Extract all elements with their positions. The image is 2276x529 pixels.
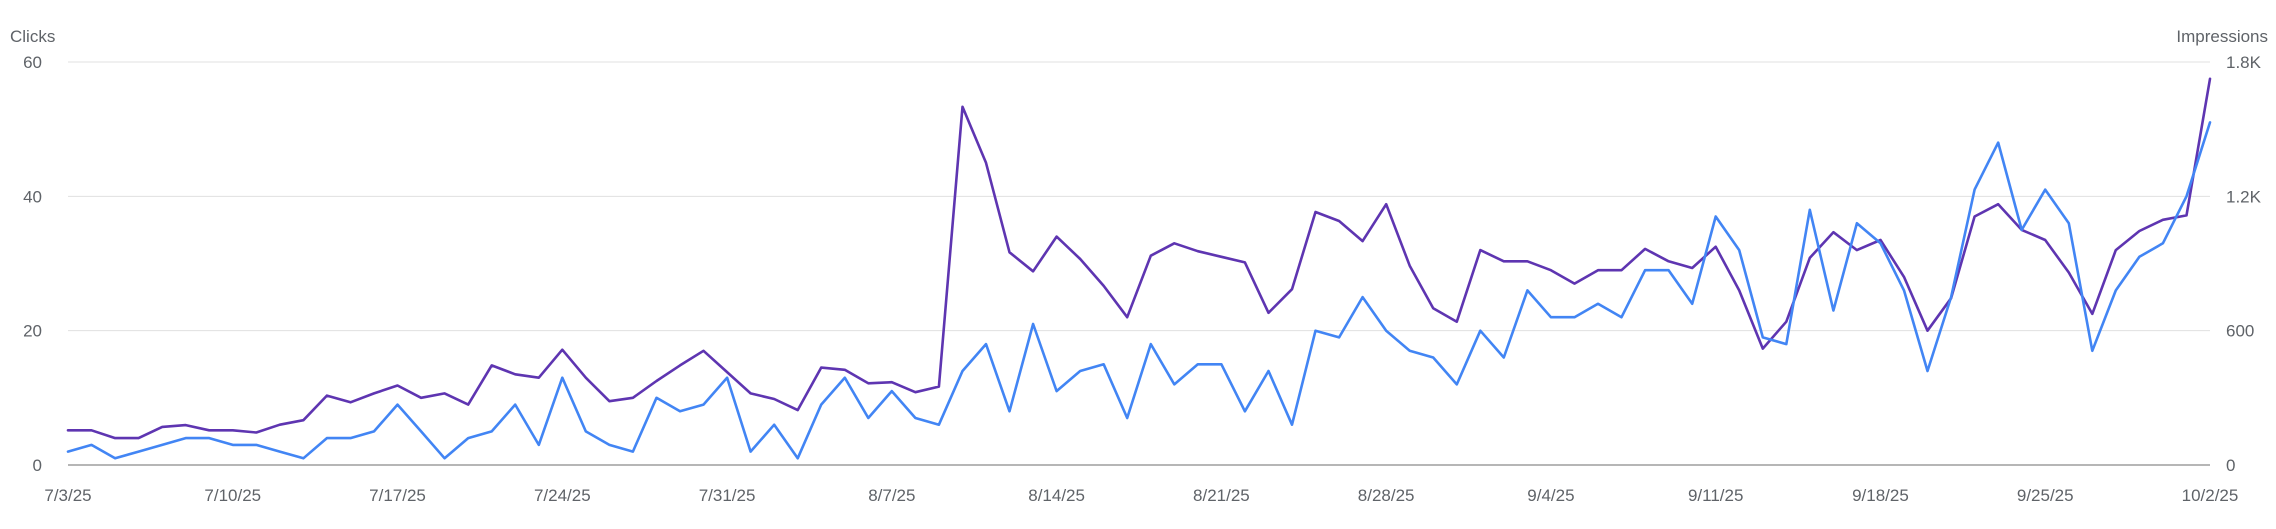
x-tick-label: 9/25/25	[2017, 486, 2074, 505]
x-tick-label: 7/3/25	[44, 486, 91, 505]
right-tick-label: 600	[2226, 322, 2254, 341]
x-tick-label: 8/28/25	[1358, 486, 1415, 505]
right-tick-label: 1.2K	[2226, 187, 2262, 206]
clicks-line	[66, 121, 2212, 460]
left-axis-ticks: 0 20 40 60	[23, 53, 42, 475]
impressions-line	[66, 77, 2212, 440]
left-tick-label: 60	[23, 53, 42, 72]
right-axis-title: Impressions	[2176, 27, 2268, 46]
left-tick-label: 40	[23, 187, 42, 206]
x-tick-label: 9/18/25	[1852, 486, 1909, 505]
x-tick-label: 8/7/25	[868, 486, 915, 505]
x-tick-label: 9/4/25	[1527, 486, 1574, 505]
x-axis-ticks: 7/3/25 7/10/25 7/17/25 7/24/25 7/31/25 8/7/25…	[44, 486, 2238, 505]
series-lines	[66, 77, 2212, 460]
x-tick-label: 7/17/25	[369, 486, 426, 505]
right-axis-ticks: 0 600 1.2K 1.8K	[2226, 53, 2262, 475]
grid-lines	[68, 61, 2210, 466]
x-tick-label: 8/14/25	[1028, 486, 1085, 505]
x-tick-label: 7/24/25	[534, 486, 591, 505]
left-tick-label: 20	[23, 322, 42, 341]
right-tick-label: 1.8K	[2226, 53, 2262, 72]
x-tick-label: 8/21/25	[1193, 486, 1250, 505]
right-tick-label: 0	[2226, 456, 2235, 475]
x-tick-label: 10/2/25	[2182, 486, 2239, 505]
x-tick-label: 9/11/25	[1688, 486, 1743, 505]
left-tick-label: 0	[33, 456, 42, 475]
x-tick-label: 7/10/25	[204, 486, 261, 505]
left-axis-title: Clicks	[10, 27, 55, 46]
x-tick-label: 7/31/25	[699, 486, 756, 505]
